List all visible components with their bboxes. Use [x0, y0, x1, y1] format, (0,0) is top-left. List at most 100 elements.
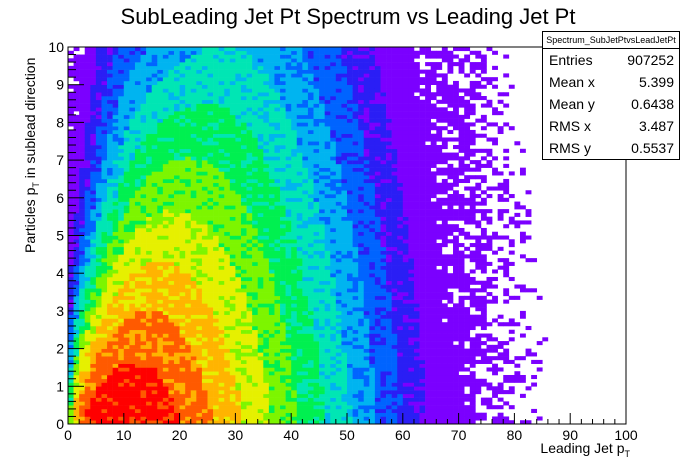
heatmap-cell	[252, 88, 259, 93]
heatmap-cell	[112, 261, 119, 266]
heatmap-cell	[324, 227, 331, 233]
heatmap-cell	[335, 77, 342, 82]
heatmap-cell	[229, 344, 236, 349]
heatmap-cell	[207, 84, 214, 89]
heatmap-cell	[280, 145, 286, 150]
heatmap-cell	[274, 341, 281, 346]
heatmap-cell	[235, 284, 242, 289]
heatmap-cell	[95, 205, 102, 210]
heatmap-cell	[330, 145, 337, 150]
heatmap-cell	[157, 408, 164, 413]
heatmap-cell	[162, 261, 169, 266]
heatmap-cell	[313, 175, 320, 180]
heatmap-cell	[291, 363, 298, 368]
heatmap-cell	[123, 292, 130, 297]
heatmap-cell	[280, 288, 286, 293]
heatmap-cell	[268, 292, 275, 297]
heatmap-cell	[296, 58, 303, 63]
heatmap-cell	[73, 367, 80, 372]
heatmap-cell	[90, 224, 97, 229]
heatmap-cell	[95, 209, 102, 214]
heatmap-cell	[112, 276, 119, 282]
heatmap-cell	[118, 145, 125, 150]
heatmap-cell	[101, 288, 108, 293]
heatmap-cell	[196, 114, 203, 119]
heatmap-cell	[252, 145, 259, 150]
heatmap-cell	[207, 344, 214, 349]
heatmap-cell	[190, 239, 197, 244]
heatmap-cell	[107, 126, 113, 131]
heatmap-cell	[257, 186, 264, 191]
heatmap-cell	[123, 152, 130, 157]
heatmap-cell	[162, 325, 169, 331]
heatmap-cell	[246, 118, 253, 123]
heatmap-cell	[335, 65, 342, 70]
heatmap-cell	[162, 307, 169, 312]
heatmap-cell	[313, 114, 320, 119]
heatmap-cell	[268, 325, 275, 331]
heatmap-cell	[118, 62, 125, 67]
heatmap-cell	[123, 84, 130, 89]
heatmap-cell	[73, 227, 80, 233]
heatmap-cell	[268, 371, 275, 376]
heatmap-cell	[224, 129, 231, 135]
heatmap-cell	[291, 111, 298, 116]
heatmap-cell	[73, 92, 80, 97]
heatmap-cell	[112, 197, 119, 202]
heatmap-cell	[335, 292, 342, 297]
heatmap-cell	[246, 84, 253, 89]
heatmap-cell	[90, 216, 97, 221]
heatmap-cell	[196, 145, 203, 150]
heatmap-cell	[235, 288, 242, 293]
heatmap-cell	[252, 163, 259, 168]
heatmap-cell	[112, 401, 119, 406]
heatmap-cell	[330, 416, 337, 421]
heatmap-cell	[68, 408, 74, 413]
heatmap-cell	[257, 220, 264, 225]
heatmap-cell	[185, 220, 192, 225]
heatmap-cell	[179, 276, 186, 282]
heatmap-cell	[118, 205, 125, 210]
heatmap-cell	[129, 329, 136, 334]
heatmap-cell	[168, 114, 175, 119]
heatmap-cell	[157, 205, 164, 210]
heatmap-cell	[235, 54, 242, 59]
heatmap-cell	[118, 148, 125, 153]
heatmap-cell	[213, 269, 219, 274]
heatmap-cell	[68, 197, 74, 202]
heatmap-cell	[73, 54, 80, 59]
heatmap-cell	[168, 341, 175, 346]
heatmap-cell	[291, 273, 298, 278]
heatmap-cell	[240, 288, 247, 293]
heatmap-cell	[229, 386, 236, 391]
heatmap-cell	[134, 163, 141, 168]
heatmap-cell	[207, 276, 214, 282]
heatmap-cell	[224, 58, 231, 63]
heatmap-cell	[285, 171, 292, 176]
heatmap-cell	[68, 310, 74, 315]
heatmap-cell	[68, 386, 74, 391]
heatmap-cell	[207, 65, 214, 70]
heatmap-cell	[341, 190, 348, 195]
heatmap-cell	[246, 58, 253, 63]
heatmap-cell	[84, 333, 91, 338]
heatmap-cell	[285, 337, 292, 342]
heatmap-cell	[162, 303, 169, 308]
heatmap-cell	[330, 412, 337, 417]
heatmap-cell	[129, 254, 136, 259]
heatmap-cell	[246, 77, 253, 82]
heatmap-cell	[307, 209, 314, 214]
heatmap-cell	[313, 178, 320, 184]
heatmap-cell	[196, 227, 203, 233]
heatmap-cell	[185, 96, 192, 101]
heatmap-cell	[190, 88, 197, 93]
heatmap-cell	[341, 126, 348, 131]
heatmap-cell	[291, 420, 298, 425]
heatmap-cell	[201, 401, 208, 406]
heatmap-cell	[291, 92, 298, 97]
heatmap-cell	[201, 122, 208, 127]
heatmap-cell	[229, 84, 236, 89]
heatmap-cell	[112, 310, 119, 315]
heatmap-cell	[157, 284, 164, 289]
heatmap-cell	[268, 118, 275, 123]
